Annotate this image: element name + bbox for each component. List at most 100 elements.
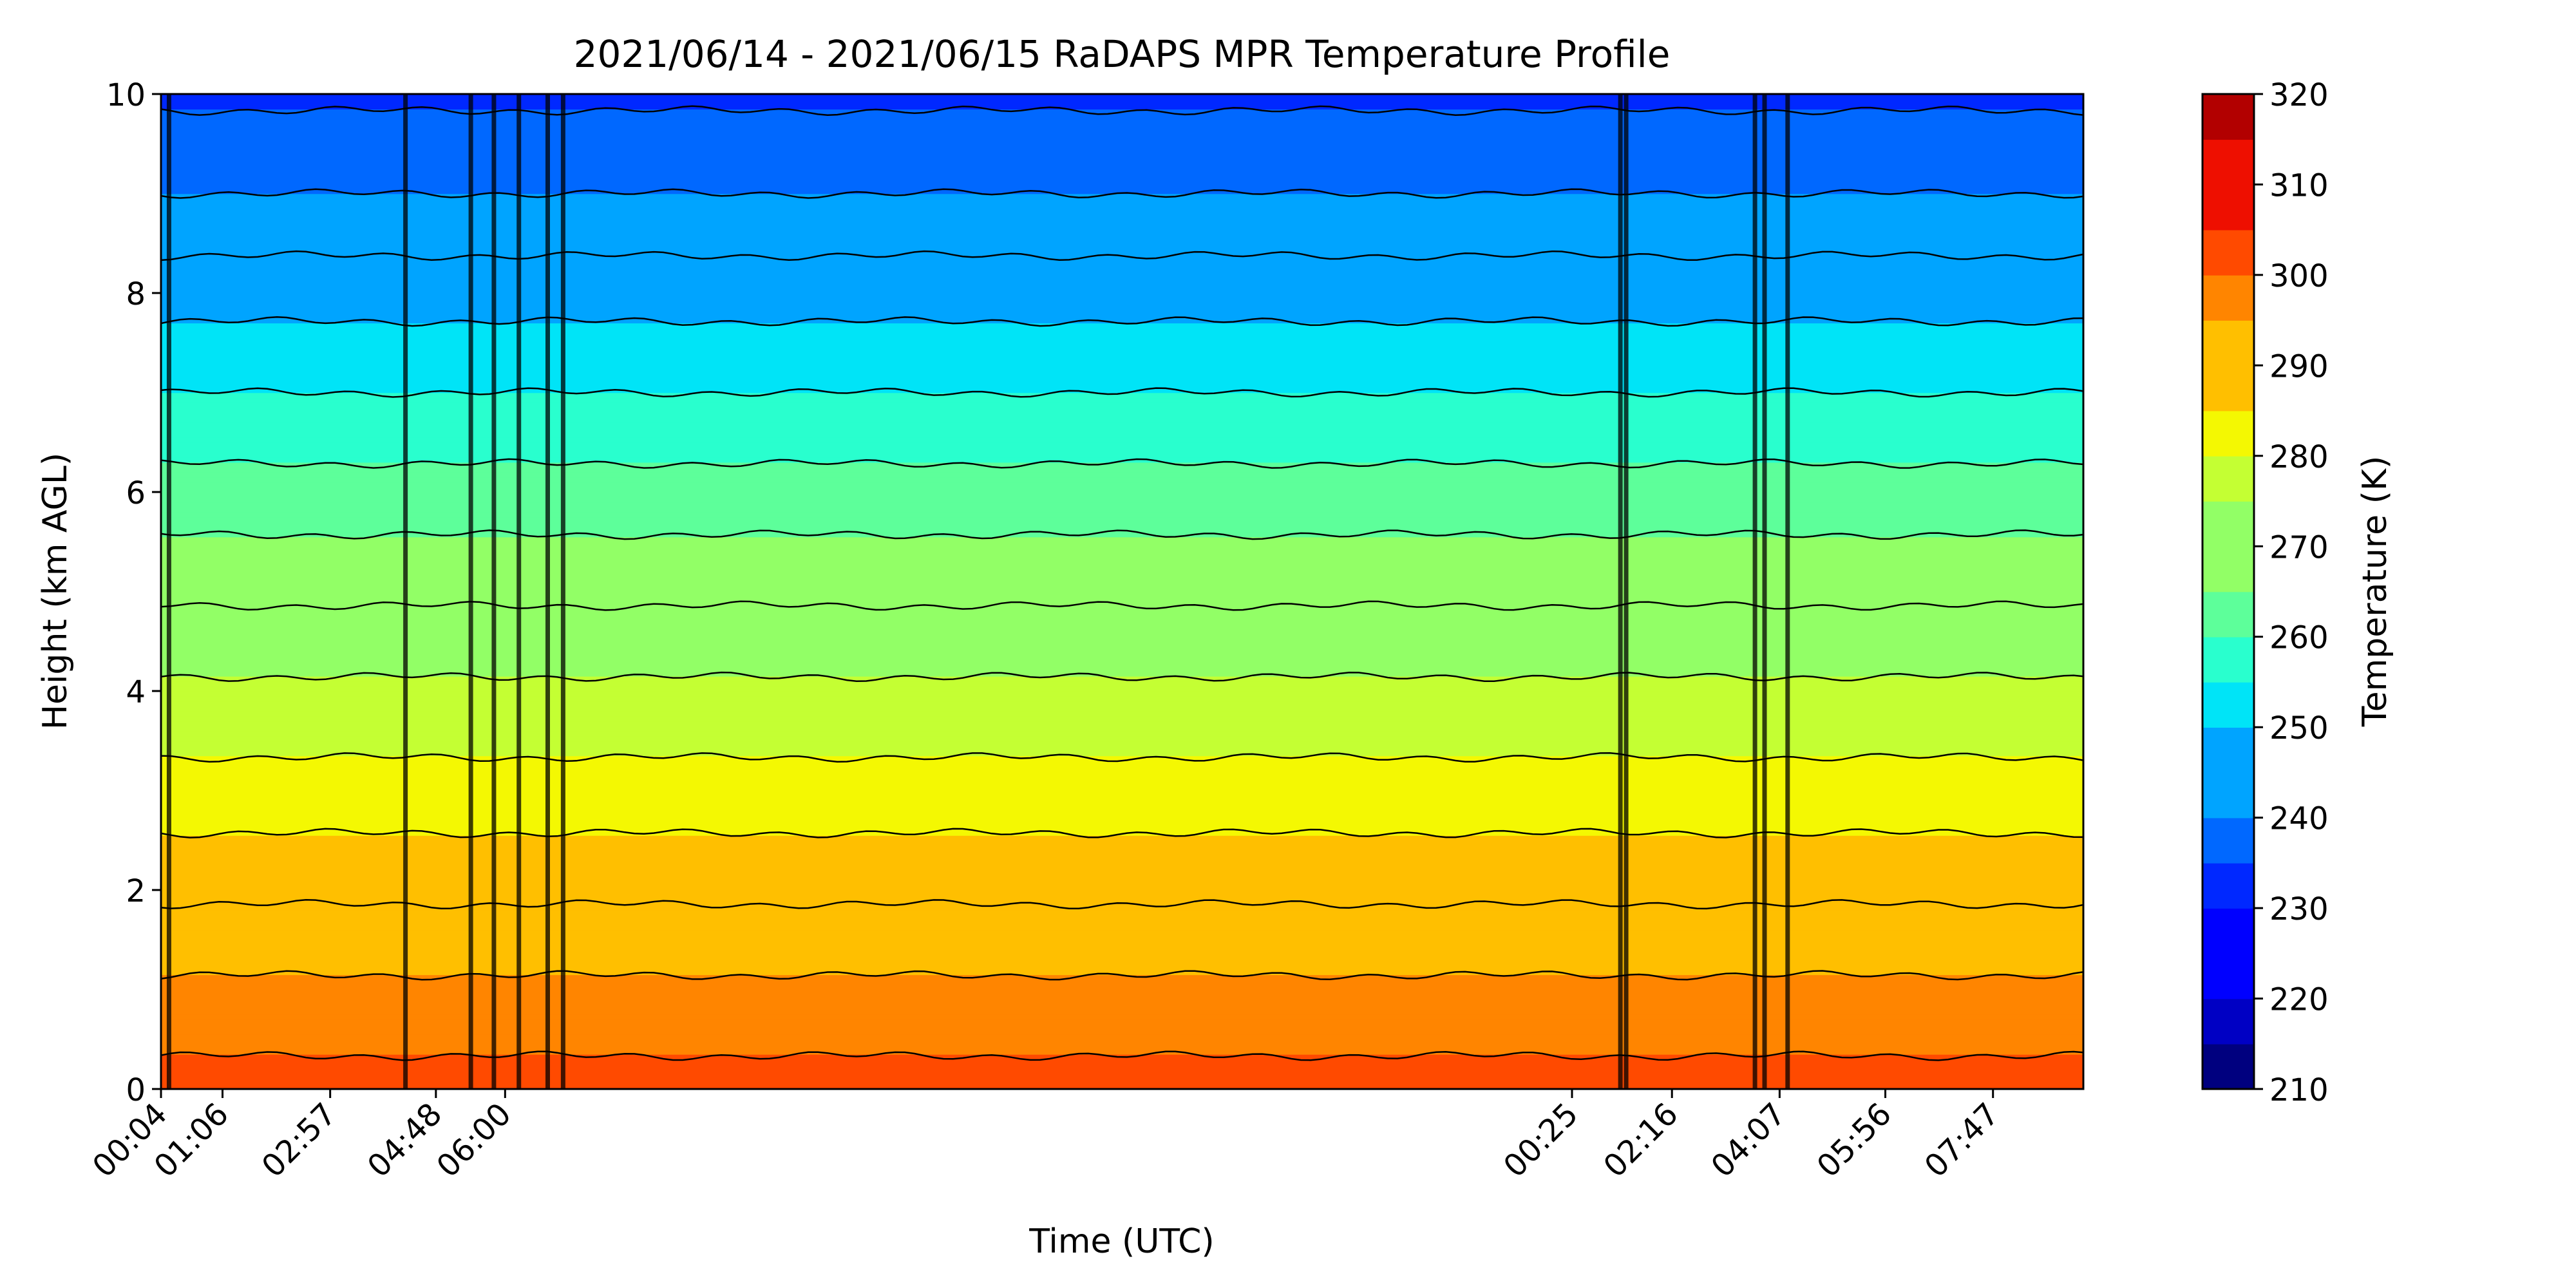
contour-band <box>161 312 2083 319</box>
contour-band <box>161 472 2083 478</box>
x-tick-label: 05:56 <box>1810 1096 1899 1184</box>
contour-band <box>161 168 2083 175</box>
contour-band <box>161 213 2083 219</box>
colorbar-swatch <box>2202 455 2254 502</box>
contour-band <box>161 392 2083 399</box>
contour-band <box>161 994 2083 1000</box>
contour-band <box>161 113 2083 120</box>
colorbar: 210 220 230 240 250 260 270 280 290 300 310 320 <box>2201 77 2329 1108</box>
contour-band <box>161 895 2083 901</box>
contour-line <box>161 188 2083 199</box>
colorbar-swatch <box>2202 274 2254 321</box>
colorbar-swatch <box>2202 501 2254 547</box>
contour-band <box>161 124 2083 129</box>
contour-band <box>161 631 2083 637</box>
contour-band <box>161 104 2083 109</box>
contour-line <box>161 105 2083 116</box>
y-tick-label: 6 <box>126 475 146 511</box>
contour-band <box>161 347 2083 354</box>
contour-band <box>161 522 2083 527</box>
contour-band <box>161 840 2083 846</box>
contour-band <box>161 502 2083 507</box>
contour-band <box>161 795 2083 801</box>
contour-band <box>161 228 2083 234</box>
contour-band <box>161 944 2083 951</box>
contour-band <box>161 317 2083 324</box>
contour-band <box>161 273 2083 279</box>
contour-band <box>161 920 2083 925</box>
contour-band <box>161 208 2083 214</box>
colorbar-swatch <box>2202 546 2254 592</box>
contour-band <box>161 556 2083 562</box>
contour-band <box>161 1004 2083 1010</box>
contour-band <box>161 641 2083 647</box>
contour-band <box>161 546 2083 553</box>
contour-band <box>161 283 2083 289</box>
contour-band <box>161 960 2083 965</box>
contour-band <box>161 268 2083 274</box>
contour-band <box>161 800 2083 806</box>
contour-band <box>161 432 2083 438</box>
contour-band <box>161 571 2083 578</box>
contour-band <box>161 367 2083 374</box>
contour-band <box>161 1079 2083 1085</box>
contour-band <box>161 636 2083 642</box>
y-tick-label: 8 <box>126 276 146 312</box>
colorbar-label: Temperature (K) <box>2356 456 2394 728</box>
contour-band <box>161 701 2083 706</box>
data-gap-strip <box>545 94 550 1089</box>
contour-band <box>161 323 2083 328</box>
colorbar-swatch <box>2202 1043 2254 1090</box>
contour-band <box>161 332 2083 339</box>
contour-line <box>161 752 2083 763</box>
colorbar-tick-label: 260 <box>2269 620 2329 656</box>
colorbar-swatch <box>2202 817 2254 864</box>
contour-band <box>161 875 2083 881</box>
contour-band <box>161 99 2083 105</box>
y-axis: 0 2 4 6 8 10 <box>106 77 161 1108</box>
contour-band <box>161 706 2083 712</box>
contour-band <box>161 914 2083 921</box>
contour-band <box>161 885 2083 891</box>
contour-band <box>161 820 2083 826</box>
contour-band <box>161 880 2083 886</box>
contour-band <box>161 1039 2083 1045</box>
contour-line <box>161 898 2083 910</box>
contour-band <box>161 218 2083 224</box>
contour-band <box>161 790 2083 797</box>
data-gap-strip <box>1618 94 1623 1089</box>
contour-band <box>161 925 2083 931</box>
x-tick-label: 02:57 <box>255 1096 343 1184</box>
contour-band <box>161 278 2083 284</box>
contour-line <box>161 529 2083 540</box>
contour-band <box>161 238 2083 244</box>
contour-band <box>161 865 2083 871</box>
contour-band <box>161 576 2083 582</box>
contour-band <box>161 407 2083 413</box>
colorbar-tick-label: 280 <box>2269 439 2329 475</box>
contour-band <box>161 372 2083 379</box>
contour-band <box>161 511 2083 518</box>
data-gap-strip <box>516 94 522 1089</box>
colorbar-swatch <box>2202 94 2254 140</box>
colorbar-tick-label: 250 <box>2269 710 2329 746</box>
contour-band <box>161 144 2083 149</box>
contour-band <box>161 1029 2083 1035</box>
colorbar-swatch <box>2202 908 2254 954</box>
colorbar-tick-label: 210 <box>2269 1072 2329 1108</box>
contour-band <box>161 527 2083 533</box>
contour-band <box>161 223 2083 229</box>
colorbar-tick-label: 300 <box>2269 258 2329 294</box>
contour-band <box>161 467 2083 473</box>
contour-band <box>161 805 2083 811</box>
contour-band <box>161 422 2083 428</box>
contour-band <box>161 352 2083 359</box>
contour-band <box>161 582 2083 587</box>
contour-band <box>161 288 2083 294</box>
contour-band <box>161 735 2083 742</box>
contour-band <box>161 417 2083 423</box>
contour-band <box>161 974 2083 980</box>
contour-band <box>161 934 2083 941</box>
contour-band <box>161 1014 2083 1020</box>
